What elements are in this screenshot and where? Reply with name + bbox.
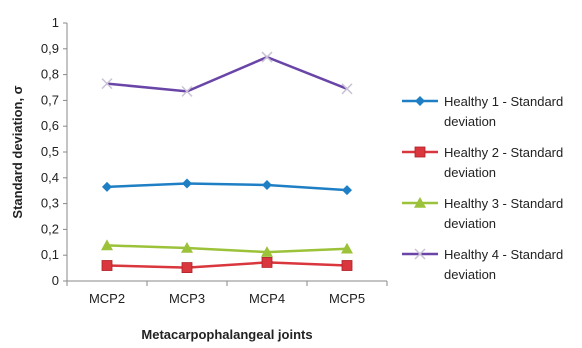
y-tick-label: 0,6 bbox=[41, 118, 59, 133]
data-point bbox=[182, 178, 192, 189]
legend-label-line2: deviation bbox=[444, 216, 496, 231]
series-line bbox=[106, 182, 348, 192]
y-tick-label: 0,7 bbox=[41, 92, 59, 107]
legend-label-line1: Healthy 3 - Standard bbox=[444, 196, 563, 211]
y-tick-label: 0,4 bbox=[41, 170, 59, 185]
data-point bbox=[102, 181, 112, 192]
data-point bbox=[261, 51, 273, 63]
y-tick-label: 0,1 bbox=[41, 247, 59, 262]
legend-item: Healthy 3 - Standard deviation bbox=[402, 196, 563, 231]
y-tick-label: 0,3 bbox=[41, 196, 59, 211]
data-point bbox=[262, 180, 272, 191]
data-point bbox=[341, 242, 353, 254]
legend-label-line2: deviation bbox=[444, 267, 496, 282]
x-tick-label: MCP4 bbox=[249, 291, 285, 306]
legend-marker bbox=[414, 248, 426, 260]
data-point bbox=[101, 78, 113, 90]
axes: 0 0,1 0,2 0,3 0,4 0,5 0,6 0,7 0,8 0,9 1 MCP2 MCP3 MCP… bbox=[41, 15, 388, 306]
series-line bbox=[106, 55, 348, 93]
y-tick-label: 0,9 bbox=[41, 41, 59, 56]
legend-item: Healthy 4 - Standard deviation bbox=[402, 247, 563, 282]
data-point bbox=[342, 185, 352, 196]
legend-label-line1: Healthy 4 - Standard bbox=[444, 247, 563, 262]
series-3 bbox=[101, 239, 353, 257]
data-point bbox=[181, 241, 193, 253]
x-tick-label: MCP3 bbox=[169, 291, 205, 306]
x-tick-label: MCP5 bbox=[329, 291, 365, 306]
data-point bbox=[341, 83, 353, 95]
y-tick-label: 0 bbox=[52, 273, 59, 288]
legend-label-line1: Healthy 2 - Standard bbox=[444, 145, 563, 160]
data-point bbox=[181, 85, 193, 97]
series-line bbox=[106, 244, 348, 254]
data-point bbox=[261, 246, 273, 257]
legend-label-line2: deviation bbox=[444, 114, 496, 129]
y-tick-label: 0,8 bbox=[41, 67, 59, 82]
legend-label-line1: Healthy 1 - Standard bbox=[444, 94, 563, 109]
series-2 bbox=[101, 257, 353, 273]
series-line bbox=[106, 261, 348, 269]
series-group bbox=[101, 51, 353, 273]
series-1 bbox=[102, 178, 352, 196]
y-tick-label: 0,2 bbox=[41, 221, 59, 236]
legend-label-line2: deviation bbox=[444, 165, 496, 180]
data-point bbox=[101, 260, 113, 271]
data-point bbox=[181, 262, 193, 273]
y-axis-title: Standard deviation, σ bbox=[10, 85, 25, 218]
legend-marker bbox=[414, 197, 426, 208]
series-4 bbox=[101, 51, 353, 97]
x-axis-title: Metacarpophalangeal joints bbox=[141, 327, 312, 342]
x-tick-label: MCP2 bbox=[89, 291, 125, 306]
y-tick-label: 1 bbox=[52, 15, 59, 30]
data-point bbox=[341, 260, 353, 271]
data-point bbox=[101, 239, 113, 251]
data-point bbox=[261, 257, 273, 268]
legend-marker bbox=[414, 146, 426, 158]
legend-item: Healthy 2 - Standard deviation bbox=[402, 145, 563, 180]
legend-item: Healthy 1 - Standard deviation bbox=[402, 94, 563, 129]
legend-marker bbox=[415, 96, 425, 106]
y-tick-label: 0,5 bbox=[41, 144, 59, 159]
